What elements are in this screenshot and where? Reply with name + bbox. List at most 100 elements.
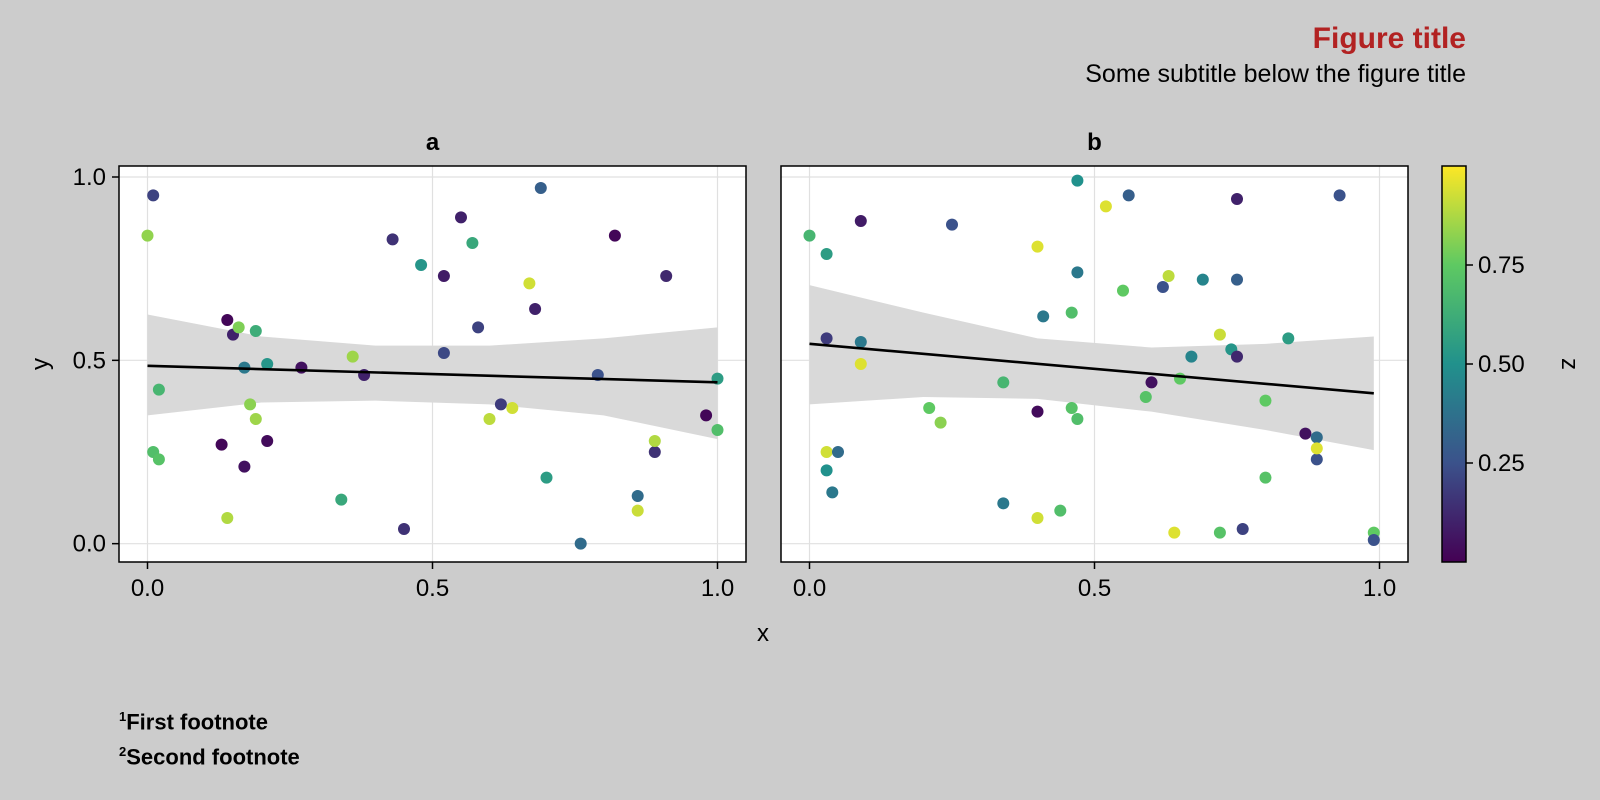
x-tick-label: 0.5 xyxy=(1078,575,1111,602)
scatter-point xyxy=(1174,372,1186,385)
scatter-point xyxy=(1071,413,1084,425)
scatter-point xyxy=(523,277,536,290)
scatter-point xyxy=(1071,174,1084,187)
scatter-point xyxy=(152,383,165,396)
scatter-point xyxy=(1310,442,1323,455)
figure-title: Figure title xyxy=(1312,22,1466,55)
scatter-point xyxy=(820,446,833,458)
panel-title: a xyxy=(426,129,440,156)
scatter-point xyxy=(820,248,833,260)
scatter-point xyxy=(923,402,936,414)
scatter-point xyxy=(1071,266,1084,279)
scatter-point xyxy=(1213,526,1226,539)
scatter-point xyxy=(854,215,867,227)
scatter-point xyxy=(1031,405,1044,418)
scatter-point xyxy=(820,332,833,345)
scatter-point xyxy=(854,336,867,348)
scatter-point xyxy=(1367,534,1380,546)
scatter-point xyxy=(1122,189,1135,202)
scatter-point xyxy=(832,446,844,458)
scatter-point xyxy=(648,446,661,458)
scatter-point xyxy=(437,270,450,282)
scatter-point xyxy=(346,350,359,363)
scatter-point xyxy=(152,453,165,466)
scatter-point xyxy=(1231,193,1243,205)
colorbar-tick-label: 0.50 xyxy=(1478,351,1525,378)
scatter-point xyxy=(1299,427,1312,440)
scatter-point xyxy=(261,358,274,370)
scatter-point xyxy=(700,409,713,422)
scatter-point xyxy=(1139,391,1152,403)
footnote-1: 1First footnote xyxy=(119,702,300,737)
scatter-point xyxy=(295,361,308,374)
scatter-point xyxy=(660,270,673,282)
scatter-point xyxy=(608,229,621,242)
scatter-point xyxy=(540,471,553,484)
colorbar-tick-label: 0.75 xyxy=(1478,252,1525,279)
scatter-point xyxy=(506,402,519,414)
scatter-point xyxy=(455,211,467,224)
x-axis-label: x xyxy=(757,620,769,647)
scatter-point xyxy=(386,233,399,246)
scatter-point xyxy=(934,416,947,429)
footnotes: 1First footnote 2Second footnote xyxy=(119,702,300,773)
scatter-point xyxy=(1156,281,1169,293)
scatter-point xyxy=(997,376,1010,389)
scatter-point xyxy=(1117,284,1129,297)
scatter-point xyxy=(1259,471,1272,484)
scatter-point xyxy=(1054,504,1067,517)
footnote-1-text: First footnote xyxy=(126,709,268,735)
x-tick-label: 0.0 xyxy=(131,575,164,602)
scatter-point xyxy=(1145,376,1158,389)
scatter-point xyxy=(437,347,450,359)
scatter-point xyxy=(631,490,644,502)
scatter-point xyxy=(147,189,160,202)
scatter-point xyxy=(1168,526,1181,539)
scatter-point xyxy=(1213,328,1226,341)
scatter-point xyxy=(1196,273,1209,286)
scatter-point xyxy=(1333,189,1346,202)
scatter-point xyxy=(1031,512,1044,524)
scatter-point xyxy=(249,413,262,425)
scatter-point xyxy=(1185,350,1198,363)
fit-line xyxy=(147,364,718,384)
y-tick-label: 0.0 xyxy=(73,531,106,558)
scatter-point xyxy=(249,325,262,337)
scatter-point xyxy=(534,182,547,194)
scatter-point xyxy=(238,460,251,473)
scatter-point xyxy=(335,493,348,506)
scatter-point xyxy=(494,398,507,411)
x-tick-label: 0.0 xyxy=(793,575,826,602)
scatter-point xyxy=(1231,350,1243,363)
x-tick-label: 1.0 xyxy=(1363,575,1396,602)
panel-a: 0.0 0.5 1.0 0.0 0.5 1.0 a y xyxy=(27,129,747,602)
scatter-point xyxy=(529,303,542,315)
y-tick-label: 1.0 xyxy=(73,164,106,191)
scatter-point xyxy=(711,424,724,436)
scatter-point xyxy=(1065,402,1078,414)
colorbar-tick-label: 0.25 xyxy=(1478,450,1525,477)
panel-title: b xyxy=(1087,129,1102,156)
panel-b: 0.0 0.5 1.0 b xyxy=(780,129,1409,602)
x-tick-label: 0.5 xyxy=(416,575,449,602)
scatter-point xyxy=(854,358,867,370)
footnote-2-mark: 2 xyxy=(119,744,127,760)
scatter-point xyxy=(483,413,496,425)
scatter-point xyxy=(946,218,958,231)
figure-subtitle: Some subtitle below the figure title xyxy=(1085,60,1466,88)
scatter-point xyxy=(1162,270,1175,282)
scatter-point xyxy=(398,523,410,535)
footnote-1-mark: 1 xyxy=(119,709,127,724)
colorbar xyxy=(1441,165,1467,563)
scatter-point xyxy=(803,229,816,242)
scatter-point xyxy=(1282,332,1295,345)
scatter-point xyxy=(472,321,485,334)
colorbar-label: z xyxy=(1556,358,1583,370)
scatter-point xyxy=(1259,394,1272,407)
fit-line xyxy=(809,342,1374,395)
scatter-point xyxy=(1310,453,1323,466)
scatter-point xyxy=(1037,310,1050,323)
scatter-point xyxy=(221,512,234,524)
scatter-point xyxy=(1099,200,1112,213)
